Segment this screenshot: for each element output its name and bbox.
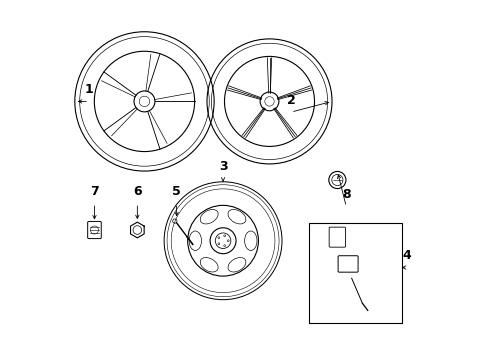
Text: 7: 7: [90, 185, 99, 198]
Text: 2: 2: [286, 94, 295, 107]
Text: 5: 5: [172, 185, 181, 198]
Bar: [308, 223, 401, 323]
Text: 8: 8: [341, 188, 350, 202]
Text: 4: 4: [402, 249, 410, 262]
Text: 6: 6: [133, 185, 142, 198]
Text: 1: 1: [84, 83, 93, 96]
Text: 3: 3: [218, 160, 227, 173]
